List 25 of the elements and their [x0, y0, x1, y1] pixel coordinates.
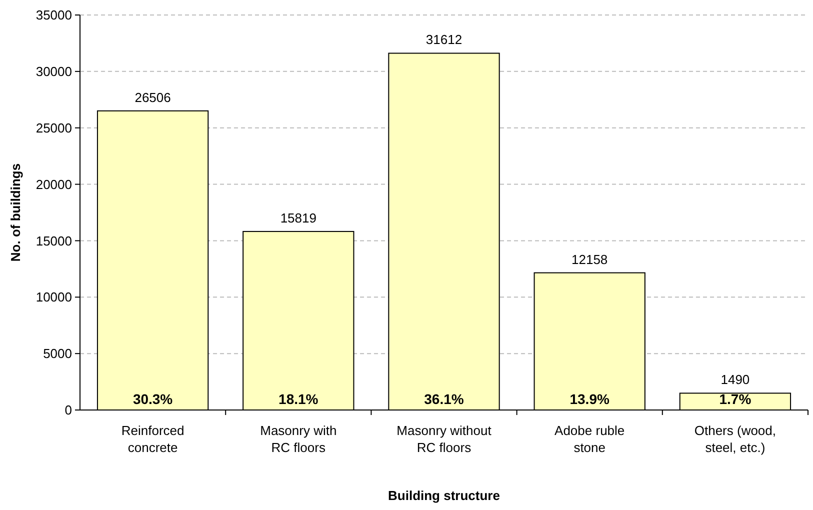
y-tick-label: 30000 [36, 64, 72, 79]
x-tick-label: Masonry with RC floors [260, 423, 337, 455]
x-tick-label: Adobe ruble stone [554, 423, 625, 455]
y-tick-label: 10000 [36, 290, 72, 305]
x-tick-label: Others (wood, steel, etc.) [694, 423, 776, 455]
data-label: 26506 [134, 90, 171, 105]
x-tick-label: Reinforced concrete [121, 423, 184, 455]
y-tick-label: 0 [64, 402, 72, 418]
x-axis-title: Building structure [388, 488, 500, 503]
y-tick-label: 35000 [36, 8, 72, 23]
annotation: 1.7% [719, 391, 752, 407]
y-tick-label: 25000 [36, 120, 72, 136]
data-label: 1490 [720, 372, 750, 388]
data-label: 15819 [280, 210, 316, 226]
annotation: 36.1% [424, 391, 464, 407]
y-tick-label: 20000 [36, 176, 72, 192]
annotation: 30.3% [132, 391, 174, 407]
y-tick-label: 15000 [36, 233, 72, 248]
y-tick-label: 5000 [43, 346, 72, 362]
annotation: 18.1% [278, 391, 319, 407]
data-label: 31612 [426, 32, 462, 48]
x-tick-label: Masonry without RC floors [396, 423, 492, 455]
data-label: 12158 [572, 252, 608, 267]
y-axis-title: No. of buildings [8, 163, 23, 262]
annotation: 13.9% [570, 391, 610, 407]
